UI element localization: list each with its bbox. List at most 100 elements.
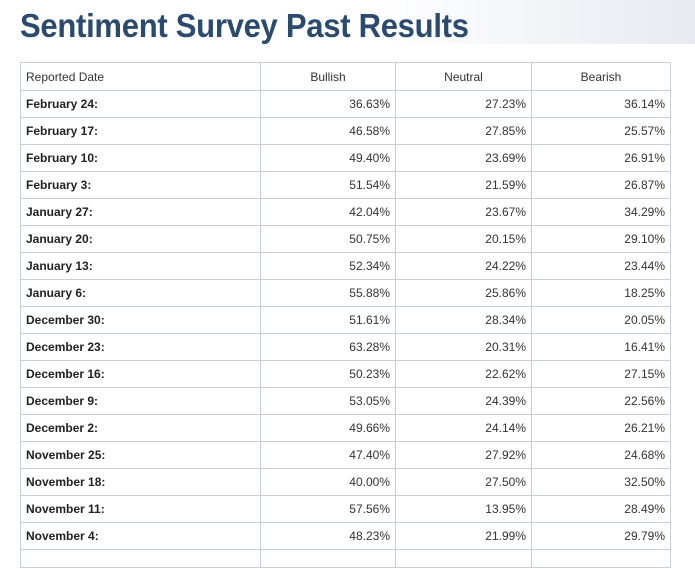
reported-date-cell: December 2: bbox=[20, 414, 261, 442]
bearish-cell: 32.50% bbox=[531, 468, 671, 496]
bullish-cell: 55.88% bbox=[260, 279, 396, 307]
bullish-cell: 52.34% bbox=[260, 252, 396, 280]
bearish-cell: 20.05% bbox=[531, 306, 671, 334]
empty-cell bbox=[531, 549, 671, 568]
reported-date-cell: November 4: bbox=[20, 522, 261, 550]
neutral-cell: 20.15% bbox=[395, 225, 532, 253]
empty-cell bbox=[20, 549, 261, 568]
bearish-cell: 22.56% bbox=[531, 387, 671, 415]
table-row: December 9: 53.05% 24.39% 22.56% bbox=[20, 387, 671, 415]
neutral-cell: 21.99% bbox=[395, 522, 532, 550]
table-header: Reported Date Bullish Neutral Bearish bbox=[20, 62, 671, 91]
table-row: November 25: 47.40% 27.92% 24.68% bbox=[20, 441, 671, 469]
bullish-cell: 53.05% bbox=[260, 387, 396, 415]
bearish-cell: 24.68% bbox=[531, 441, 671, 469]
header-neutral: Neutral bbox=[395, 62, 532, 91]
bearish-cell: 29.79% bbox=[531, 522, 671, 550]
bullish-cell: 49.66% bbox=[260, 414, 396, 442]
bullish-cell: 51.61% bbox=[260, 306, 396, 334]
neutral-cell: 24.39% bbox=[395, 387, 532, 415]
bullish-cell: 46.58% bbox=[260, 117, 396, 145]
bullish-cell: 47.40% bbox=[260, 441, 396, 469]
header-row: Reported Date Bullish Neutral Bearish bbox=[20, 62, 671, 91]
reported-date-cell: January 27: bbox=[20, 198, 261, 226]
reported-date-cell: February 17: bbox=[20, 117, 261, 145]
table-row: February 24: 36.63% 27.23% 36.14% bbox=[20, 90, 671, 118]
neutral-cell: 25.86% bbox=[395, 279, 532, 307]
bearish-cell: 28.49% bbox=[531, 495, 671, 523]
table-row: January 13: 52.34% 24.22% 23.44% bbox=[20, 252, 671, 280]
bearish-cell: 34.29% bbox=[531, 198, 671, 226]
reported-date-cell: February 3: bbox=[20, 171, 261, 199]
reported-date-cell: December 30: bbox=[20, 306, 261, 334]
empty-cell bbox=[395, 549, 532, 568]
page-title: Sentiment Survey Past Results bbox=[20, 7, 469, 44]
table-row: December 16: 50.23% 22.62% 27.15% bbox=[20, 360, 671, 388]
table-row: November 11: 57.56% 13.95% 28.49% bbox=[20, 495, 671, 523]
reported-date-cell: November 25: bbox=[20, 441, 261, 469]
bearish-cell: 16.41% bbox=[531, 333, 671, 361]
reported-date-cell: January 6: bbox=[20, 279, 261, 307]
neutral-cell: 24.14% bbox=[395, 414, 532, 442]
table-row: January 20: 50.75% 20.15% 29.10% bbox=[20, 225, 671, 253]
header-reported-date: Reported Date bbox=[20, 62, 261, 91]
bullish-cell: 63.28% bbox=[260, 333, 396, 361]
table-row: February 3: 51.54% 21.59% 26.87% bbox=[20, 171, 671, 199]
header-bearish: Bearish bbox=[531, 62, 671, 91]
bullish-cell: 40.00% bbox=[260, 468, 396, 496]
bearish-cell: 26.87% bbox=[531, 171, 671, 199]
header-bullish: Bullish bbox=[260, 62, 396, 91]
neutral-cell: 24.22% bbox=[395, 252, 532, 280]
bearish-cell: 27.15% bbox=[531, 360, 671, 388]
bearish-cell: 25.57% bbox=[531, 117, 671, 145]
reported-date-cell: November 11: bbox=[20, 495, 261, 523]
neutral-cell: 27.50% bbox=[395, 468, 532, 496]
bullish-cell: 48.23% bbox=[260, 522, 396, 550]
table-row: November 4: 48.23% 21.99% 29.79% bbox=[20, 522, 671, 550]
table-row: February 17: 46.58% 27.85% 25.57% bbox=[20, 117, 671, 145]
neutral-cell: 23.69% bbox=[395, 144, 532, 172]
table-row: February 10: 49.40% 23.69% 26.91% bbox=[20, 144, 671, 172]
reported-date-cell: December 9: bbox=[20, 387, 261, 415]
table-row bbox=[20, 549, 671, 568]
sentiment-results-table: Reported Date Bullish Neutral Bearish Fe… bbox=[20, 62, 671, 568]
table-body: February 24: 36.63% 27.23% 36.14% February 1… bbox=[20, 90, 671, 568]
reported-date-cell: November 18: bbox=[20, 468, 261, 496]
bullish-cell: 50.75% bbox=[260, 225, 396, 253]
bearish-cell: 36.14% bbox=[531, 90, 671, 118]
reported-date-cell: February 10: bbox=[20, 144, 261, 172]
bearish-cell: 18.25% bbox=[531, 279, 671, 307]
table-row: December 23: 63.28% 20.31% 16.41% bbox=[20, 333, 671, 361]
bullish-cell: 57.56% bbox=[260, 495, 396, 523]
empty-cell bbox=[260, 549, 396, 568]
bearish-cell: 29.10% bbox=[531, 225, 671, 253]
header-band bbox=[0, 0, 695, 44]
table-row: December 2: 49.66% 24.14% 26.21% bbox=[20, 414, 671, 442]
neutral-cell: 28.34% bbox=[395, 306, 532, 334]
bullish-cell: 50.23% bbox=[260, 360, 396, 388]
neutral-cell: 23.67% bbox=[395, 198, 532, 226]
neutral-cell: 27.85% bbox=[395, 117, 532, 145]
neutral-cell: 20.31% bbox=[395, 333, 532, 361]
bearish-cell: 26.91% bbox=[531, 144, 671, 172]
reported-date-cell: December 16: bbox=[20, 360, 261, 388]
table-row: January 27: 42.04% 23.67% 34.29% bbox=[20, 198, 671, 226]
reported-date-cell: February 24: bbox=[20, 90, 261, 118]
neutral-cell: 22.62% bbox=[395, 360, 532, 388]
reported-date-cell: January 20: bbox=[20, 225, 261, 253]
bullish-cell: 49.40% bbox=[260, 144, 396, 172]
bullish-cell: 42.04% bbox=[260, 198, 396, 226]
table-row: November 18: 40.00% 27.50% 32.50% bbox=[20, 468, 671, 496]
table-row: December 30: 51.61% 28.34% 20.05% bbox=[20, 306, 671, 334]
bearish-cell: 26.21% bbox=[531, 414, 671, 442]
neutral-cell: 21.59% bbox=[395, 171, 532, 199]
reported-date-cell: January 13: bbox=[20, 252, 261, 280]
bullish-cell: 51.54% bbox=[260, 171, 396, 199]
neutral-cell: 27.23% bbox=[395, 90, 532, 118]
table-row: January 6: 55.88% 25.86% 18.25% bbox=[20, 279, 671, 307]
neutral-cell: 13.95% bbox=[395, 495, 532, 523]
reported-date-cell: December 23: bbox=[20, 333, 261, 361]
bearish-cell: 23.44% bbox=[531, 252, 671, 280]
bullish-cell: 36.63% bbox=[260, 90, 396, 118]
neutral-cell: 27.92% bbox=[395, 441, 532, 469]
